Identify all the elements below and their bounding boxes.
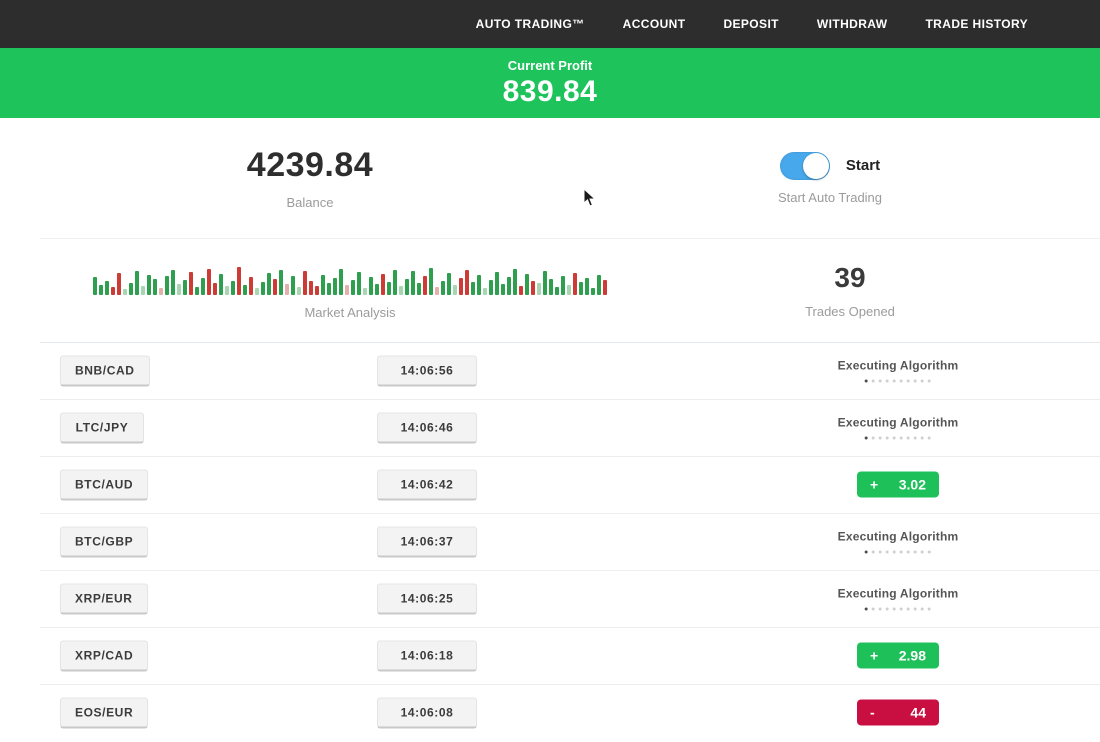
- trade-row: XRP/EUR 14:06:25 Executing Algorithm: [40, 570, 1100, 627]
- time-chip[interactable]: 14:06:56: [377, 355, 477, 387]
- executing-algorithm-label: Executing Algorithm: [837, 529, 959, 544]
- result-sign: +: [870, 647, 879, 664]
- pair-chip[interactable]: BTC/AUD: [60, 469, 149, 501]
- nav-auto-trading[interactable]: AUTO TRADING™: [475, 17, 585, 31]
- trade-row: BNB/CAD 14:06:56 Executing Algorithm: [40, 342, 1100, 399]
- pair-chip[interactable]: BTC/GBP: [60, 526, 149, 558]
- market-analysis-section: Market Analysis 39 Trades Opened: [40, 238, 1100, 342]
- pair-chip[interactable]: EOS/EUR: [60, 697, 149, 729]
- balance-label: Balance: [286, 195, 334, 210]
- time-chip[interactable]: 14:06:37: [377, 526, 477, 558]
- time-chip[interactable]: 14:06:42: [377, 469, 477, 501]
- pair-chip[interactable]: BNB/CAD: [60, 355, 150, 387]
- trades-list: BNB/CAD 14:06:56 Executing Algorithm LTC…: [0, 342, 1100, 741]
- current-profit-label: Current Profit: [507, 57, 593, 73]
- trade-row: LTC/JPY 14:06:46 Executing Algorithm: [40, 399, 1100, 456]
- trade-result-badge: +3.02: [857, 471, 939, 498]
- result-sign: -: [870, 704, 875, 721]
- time-chip[interactable]: 14:06:25: [377, 583, 477, 615]
- trade-row: BTC/GBP 14:06:37 Executing Algorithm: [40, 513, 1100, 570]
- trade-row: BTC/AUD 14:06:42 +3.02: [40, 456, 1100, 513]
- market-analysis-label: Market Analysis: [304, 305, 396, 320]
- nav-deposit[interactable]: DEPOSIT: [723, 17, 779, 31]
- balance-value: 4239.84: [246, 146, 374, 184]
- executing-algorithm-label: Executing Algorithm: [837, 358, 959, 373]
- nav-trade-history[interactable]: TRADE HISTORY: [925, 17, 1028, 31]
- progress-dots: [838, 379, 959, 383]
- time-chip[interactable]: 14:06:18: [377, 640, 477, 672]
- trade-result-badge: +2.98: [857, 642, 939, 669]
- nav-account[interactable]: ACCOUNT: [622, 17, 686, 31]
- trade-result-badge: - 44: [857, 699, 939, 726]
- current-profit-value: 839.84: [502, 74, 598, 108]
- trades-opened-value: 39: [834, 262, 866, 293]
- market-analysis-chart: [93, 261, 607, 295]
- result-value: 3.02: [898, 476, 926, 493]
- top-navbar: AUTO TRADING™ ACCOUNT DEPOSIT WITHDRAW T…: [0, 0, 1100, 48]
- pair-chip[interactable]: XRP/CAD: [60, 640, 149, 672]
- trade-row: XRP/CAD 14:06:18 +2.98: [40, 627, 1100, 684]
- trade-status: Executing Algorithm: [838, 530, 959, 554]
- result-value: 44: [910, 704, 926, 721]
- trade-status: - 44: [857, 699, 939, 726]
- trade-status: Executing Algorithm: [838, 359, 959, 383]
- current-profit-banner: Current Profit 839.84: [0, 48, 1100, 118]
- pair-chip[interactable]: LTC/JPY: [60, 412, 144, 444]
- toggle-knob-icon: [802, 152, 829, 179]
- trades-opened-label: Trades Opened: [805, 304, 895, 319]
- progress-dots: [838, 550, 959, 554]
- trade-status: +2.98: [857, 642, 939, 669]
- start-auto-trading-caption: Start Auto Trading: [777, 189, 883, 205]
- executing-algorithm-label: Executing Algorithm: [837, 415, 959, 430]
- progress-dots: [838, 436, 959, 440]
- balance-section: 4239.84 Balance Start Start Auto Trading: [0, 118, 1100, 238]
- trade-status: Executing Algorithm: [838, 587, 959, 611]
- nav-withdraw[interactable]: WITHDRAW: [816, 17, 888, 31]
- trade-status: Executing Algorithm: [838, 416, 959, 440]
- trade-status: +3.02: [857, 471, 939, 498]
- toggle-label: Start: [845, 157, 881, 174]
- trade-row: EOS/EUR 14:06:08 - 44: [40, 684, 1100, 741]
- time-chip[interactable]: 14:06:46: [377, 412, 477, 444]
- time-chip[interactable]: 14:06:08: [377, 697, 477, 729]
- executing-algorithm-label: Executing Algorithm: [837, 586, 959, 601]
- result-sign: +: [870, 476, 879, 493]
- start-auto-trading-toggle[interactable]: [779, 151, 830, 180]
- pair-chip[interactable]: XRP/EUR: [60, 583, 148, 615]
- result-value: 2.98: [898, 647, 926, 664]
- progress-dots: [838, 607, 959, 611]
